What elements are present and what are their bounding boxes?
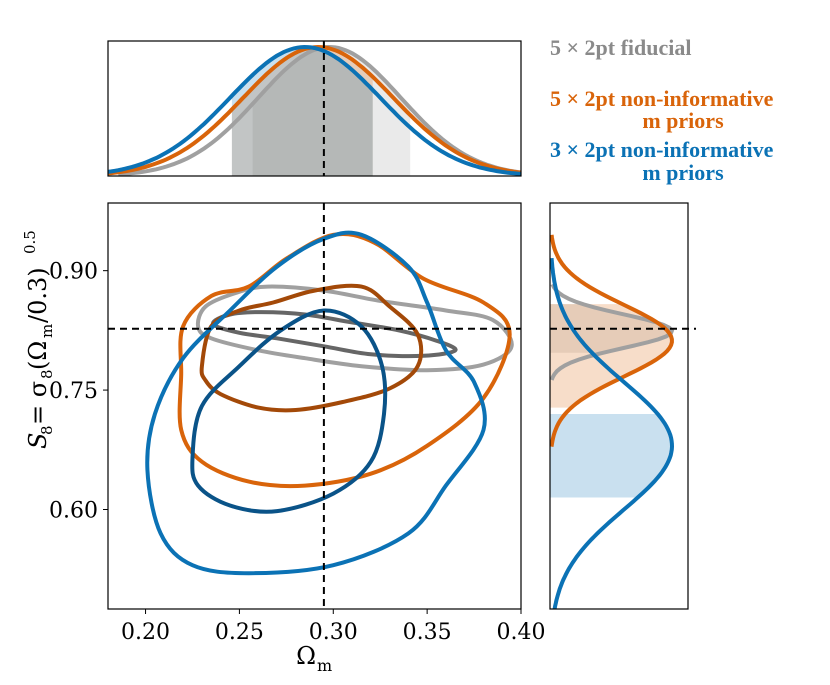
s8-marginal-curve-series-2: [549, 234, 674, 447]
contour-68-series-1: [211, 310, 458, 359]
y-axis-label-sub-8: 8: [38, 425, 56, 435]
contour-95-series-3: [145, 230, 487, 576]
x-tick-label: 0.20: [121, 620, 170, 645]
y-axis-label-sigma-sub-8: 8: [38, 369, 56, 379]
x-tick-label: 0.40: [497, 620, 546, 645]
y-tick-label: 0.75: [49, 379, 98, 404]
y-axis-label-sub-m: m: [38, 324, 56, 338]
y-axis-label-paren: (Ω: [24, 341, 52, 370]
legend-entry-1-line1: 5 × 2pt fiducial: [550, 35, 692, 60]
omega-m-marginal-panel: [107, 40, 522, 177]
omega-m-marginal-curve-series-3: [107, 44, 522, 176]
contour-95-series-2: [177, 231, 512, 489]
contour-68-series-2: [199, 283, 424, 413]
y-axis-label: S 8 = σ 8 (Ω m /0.3) 0.5: [21, 230, 56, 449]
x-tick-label: 0.30: [309, 620, 358, 645]
s8-marginal-curve-series-1: [549, 283, 675, 381]
right-panel-frame: [549, 202, 689, 610]
omega-m-credible-band-series-1: [252, 47, 411, 176]
x-tick-label: 0.25: [215, 620, 264, 645]
legend-entry-2-line1: 5 × 2pt non-informative: [550, 86, 774, 111]
main-panel-frame: [107, 202, 522, 610]
y-axis-label-tail: /0.3): [24, 267, 52, 323]
top-panel-frame: [107, 40, 522, 177]
y-axis-label-s: S: [24, 433, 52, 449]
joint-contour-panel: 0.20 0.25 0.30 0.35 0.40 0.60 0.75 0.90: [49, 202, 546, 645]
legend: 5 × 2pt fiducial 5 × 2pt non-informative…: [550, 35, 774, 185]
s8-credible-band-series-2: [550, 304, 672, 408]
contour-68-series-3: [190, 308, 388, 514]
s8-credible-band-series-3: [550, 414, 672, 498]
legend-entry-3-line2: m priors: [642, 160, 724, 185]
s8-marginal-curve-series-3: [549, 257, 675, 610]
s8-marginal-panel: [549, 202, 696, 610]
omega-m-credible-band-series-2: [231, 47, 373, 176]
y-tick-label: 0.60: [49, 498, 98, 523]
x-axis-label-main: Ω: [296, 642, 316, 670]
legend-entry-3-line1: 3 × 2pt non-informative: [550, 137, 774, 162]
legend-entry-2-line2: m priors: [642, 108, 724, 133]
x-tick-label: 0.35: [403, 620, 452, 645]
omega-m-credible-band-series-3: [231, 47, 373, 176]
x-axis-label: Ω m: [296, 642, 332, 675]
x-axis-label-subscript: m: [317, 656, 332, 675]
y-axis-label-sigma: = σ: [24, 381, 52, 425]
y-tick-label: 0.90: [49, 260, 98, 285]
y-axis-label-exponent: 0.5: [21, 230, 39, 254]
